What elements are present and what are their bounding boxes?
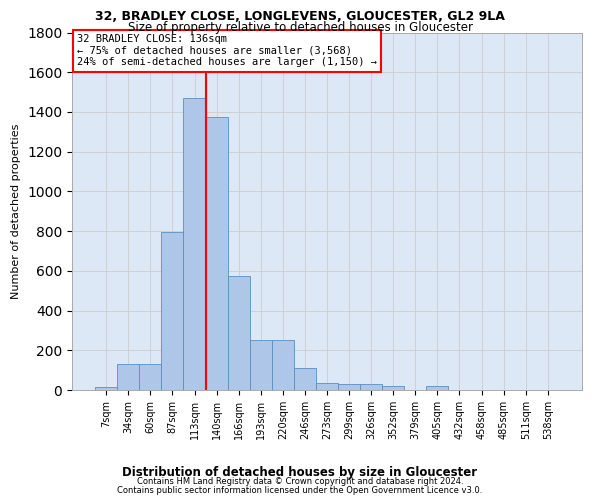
Text: Contains HM Land Registry data © Crown copyright and database right 2024.: Contains HM Land Registry data © Crown c… [137, 477, 463, 486]
Bar [184, 98, 206, 390]
Bar [427, 386, 448, 390]
Bar [272, 340, 294, 390]
Bar [316, 383, 338, 390]
Bar [338, 384, 360, 390]
Y-axis label: Number of detached properties: Number of detached properties [11, 124, 22, 299]
Text: Size of property relative to detached houses in Gloucester: Size of property relative to detached ho… [128, 21, 473, 34]
Bar [227, 276, 250, 390]
Bar [206, 117, 227, 390]
Bar [294, 368, 316, 390]
Bar [117, 364, 139, 390]
Bar [250, 340, 272, 390]
Text: 32, BRADLEY CLOSE, LONGLEVENS, GLOUCESTER, GL2 9LA: 32, BRADLEY CLOSE, LONGLEVENS, GLOUCESTE… [95, 10, 505, 23]
Text: 32 BRADLEY CLOSE: 136sqm
← 75% of detached houses are smaller (3,568)
24% of sem: 32 BRADLEY CLOSE: 136sqm ← 75% of detach… [77, 34, 377, 68]
Bar [161, 232, 184, 390]
Bar [139, 364, 161, 390]
Text: Contains public sector information licensed under the Open Government Licence v3: Contains public sector information licen… [118, 486, 482, 495]
Bar [382, 386, 404, 390]
Text: Distribution of detached houses by size in Gloucester: Distribution of detached houses by size … [122, 466, 478, 479]
Bar [95, 387, 117, 390]
Bar [360, 384, 382, 390]
